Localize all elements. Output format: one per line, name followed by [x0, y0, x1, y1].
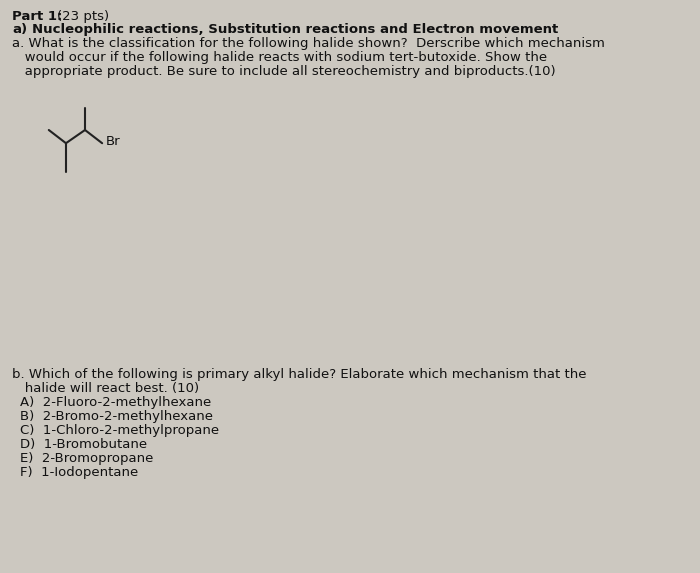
Text: Nucleophilic reactions, Substitution reactions and Electron movement: Nucleophilic reactions, Substitution rea…	[32, 23, 559, 36]
Text: E)  2-Bromopropane: E) 2-Bromopropane	[20, 452, 153, 465]
Text: Br: Br	[106, 135, 121, 148]
Text: D)  1-Bromobutane: D) 1-Bromobutane	[20, 438, 147, 451]
Text: b. Which of the following is primary alkyl halide? Elaborate which mechanism tha: b. Which of the following is primary alk…	[12, 368, 587, 381]
Text: halide will react best. (10): halide will react best. (10)	[12, 382, 199, 395]
Text: C)  1-Chloro-2-methylpropane: C) 1-Chloro-2-methylpropane	[20, 424, 219, 437]
Text: F)  1-Iodopentane: F) 1-Iodopentane	[20, 466, 139, 479]
Text: would occur if the following halide reacts with sodium tert-butoxide. Show the: would occur if the following halide reac…	[12, 51, 547, 64]
Text: A)  2-Fluoro-2-methylhexane: A) 2-Fluoro-2-methylhexane	[20, 396, 211, 409]
Text: Part 1:: Part 1:	[12, 10, 62, 23]
Text: B)  2-Bromo-2-methylhexane: B) 2-Bromo-2-methylhexane	[20, 410, 213, 423]
Text: a): a)	[12, 23, 27, 36]
Text: (23 pts): (23 pts)	[57, 10, 109, 23]
Text: a. What is the classification for the following halide shown?  Derscribe which m: a. What is the classification for the fo…	[12, 37, 605, 50]
Text: appropriate product. Be sure to include all stereochemistry and biproducts.(10): appropriate product. Be sure to include …	[12, 65, 556, 78]
